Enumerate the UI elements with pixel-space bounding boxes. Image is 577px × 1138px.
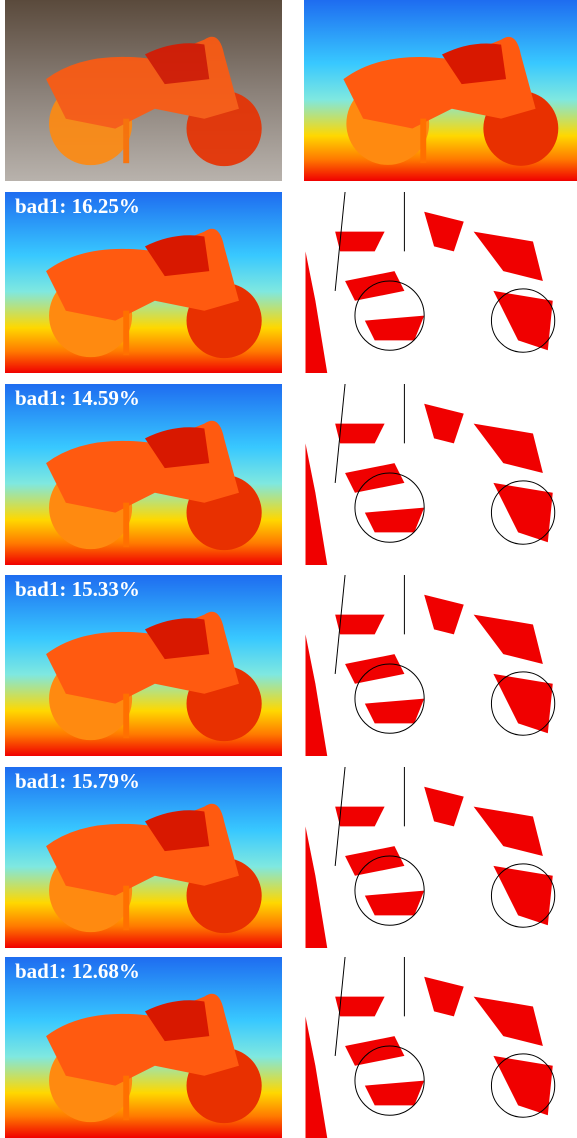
error-label: bad1: 15.79% bbox=[15, 769, 140, 793]
figure: bad1: 16.25% bad1: 14.59% bad1: 15.33% bad1… bbox=[0, 0, 577, 1138]
error-label: bad1: 14.59% bbox=[15, 386, 140, 410]
error-label: bad1: 16.25% bbox=[15, 194, 140, 218]
error-label: bad1: 15.33% bbox=[15, 577, 140, 601]
error-label: bad1: 12.68% bbox=[15, 959, 140, 983]
